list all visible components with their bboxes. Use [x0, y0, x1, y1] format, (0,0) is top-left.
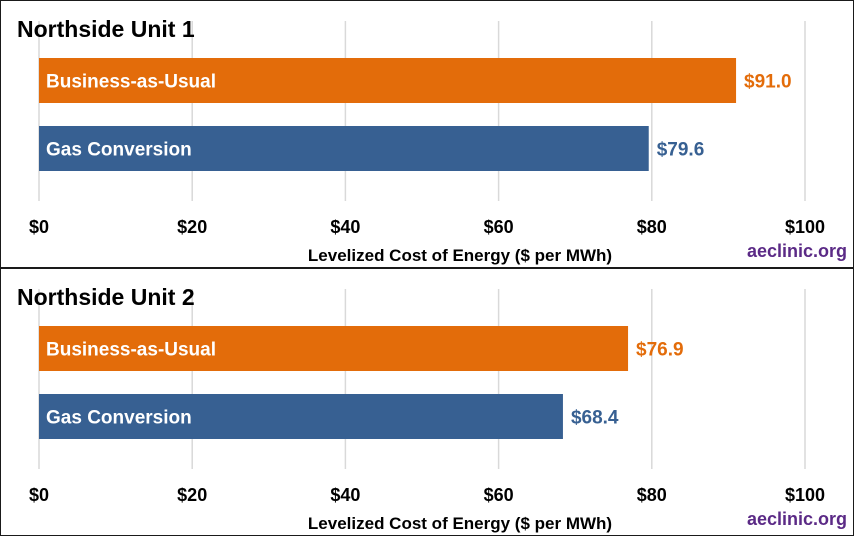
source-credit: aeclinic.org	[747, 509, 847, 529]
x-tick-label: $20	[177, 485, 207, 505]
data-label: $68.4	[571, 408, 619, 429]
x-tick-label: $80	[637, 217, 667, 237]
x-tick-label: $80	[637, 485, 667, 505]
x-tick-label: $60	[484, 217, 514, 237]
x-tick-label: $100	[785, 217, 825, 237]
x-tick-label: $20	[177, 217, 207, 237]
bar-category-label: Business-as-Usual	[46, 72, 216, 93]
bar-chart-unit-2: Northside Unit 2 Business-as-Usual $76.9 Ga…	[17, 284, 847, 533]
data-label: $76.9	[636, 340, 684, 361]
x-tick-label: $100	[785, 485, 825, 505]
chart-title: Northside Unit 2	[17, 284, 195, 310]
x-axis-label: Levelized Cost of Energy ($ per MWh)	[308, 246, 612, 265]
bar	[39, 394, 563, 439]
bar	[39, 126, 649, 171]
chart-panel-unit-2: Northside Unit 2 Business-as-Usual $76.9 Ga…	[0, 268, 854, 536]
data-label: $91.0	[744, 72, 792, 93]
source-credit: aeclinic.org	[747, 241, 847, 261]
bar-category-label: Business-as-Usual	[46, 340, 216, 361]
bar	[39, 326, 629, 371]
x-tick-label: $0	[29, 485, 49, 505]
chart-title: Northside Unit 1	[17, 16, 195, 42]
x-tick-label: $40	[330, 485, 360, 505]
x-axis-label: Levelized Cost of Energy ($ per MWh)	[308, 514, 612, 533]
bar-category-label: Gas Conversion	[46, 408, 192, 429]
bar-chart-unit-1: Northside Unit 1 Business-as-Usual $91.0 Ga…	[17, 16, 847, 265]
chart-panel-unit-1: Northside Unit 1 Business-as-Usual $91.0 Ga…	[0, 0, 854, 268]
data-label: $79.6	[657, 140, 705, 161]
bar-category-label: Gas Conversion	[46, 140, 192, 161]
x-tick-label: $40	[330, 217, 360, 237]
x-tick-label: $60	[484, 485, 514, 505]
x-tick-label: $0	[29, 217, 49, 237]
bar	[39, 58, 737, 103]
